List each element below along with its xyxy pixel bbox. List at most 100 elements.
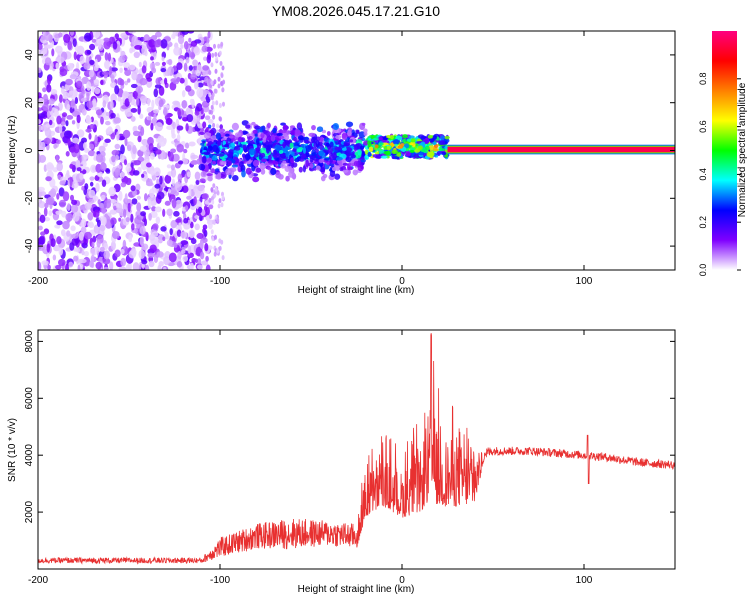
spectrogram-cell bbox=[241, 120, 249, 126]
spectrogram-cell bbox=[76, 129, 85, 138]
spectrogram-cell bbox=[217, 172, 222, 179]
spectrogram-cell bbox=[134, 44, 142, 50]
spectrogram-cell bbox=[45, 176, 52, 182]
y-tick-label: 40 bbox=[24, 49, 35, 61]
spectrogram-cell bbox=[260, 132, 265, 139]
spectrogram-cell bbox=[332, 122, 340, 131]
spectrogram-cell bbox=[84, 231, 92, 240]
spectrogram-cell bbox=[67, 138, 72, 146]
spectrogram-cell bbox=[344, 152, 352, 157]
spectrogram-cell bbox=[211, 100, 215, 106]
spectrogram-cell bbox=[160, 68, 167, 73]
spectrogram-cell bbox=[208, 197, 212, 203]
spectrogram-cell bbox=[438, 148, 446, 152]
spectrogram-cell bbox=[71, 199, 78, 206]
spectrogram-cell bbox=[55, 264, 62, 270]
spectrogram-cell bbox=[199, 131, 205, 135]
spectrogram-cell bbox=[181, 90, 186, 98]
spectrogram-cell bbox=[329, 170, 336, 178]
spectrogram-cell bbox=[86, 100, 94, 109]
spectrogram-cell bbox=[190, 51, 195, 60]
spectrogram-cell bbox=[111, 155, 116, 163]
spectrogram-cell bbox=[190, 73, 197, 80]
spectrogram-cell bbox=[117, 96, 122, 102]
spectrogram-cell bbox=[124, 137, 128, 147]
spectrogram-cell bbox=[192, 59, 199, 67]
spectrogram-cell bbox=[221, 87, 225, 93]
spectrogram-cell bbox=[313, 158, 320, 162]
spectrogram-cell bbox=[47, 264, 51, 270]
spectrogram-cell bbox=[85, 128, 92, 133]
spectrogram-cell bbox=[176, 260, 183, 268]
spectrogram-cell bbox=[109, 65, 113, 76]
x-tick-label: 100 bbox=[576, 575, 593, 586]
spectrogram-cell bbox=[202, 151, 210, 155]
spectrogram-cell bbox=[188, 37, 192, 43]
spectrogram-cell bbox=[206, 132, 212, 136]
spectrogram-cell bbox=[225, 168, 233, 176]
spectrogram-cell bbox=[209, 214, 213, 220]
spectrogram-cell bbox=[424, 145, 430, 151]
spectrogram-cell bbox=[89, 123, 95, 130]
spectrogram-cell bbox=[50, 89, 58, 95]
spectrogram-cell bbox=[218, 116, 222, 122]
spectrogram-cell bbox=[171, 133, 176, 139]
spectrogram-cell bbox=[183, 148, 188, 154]
spectrogram-cell bbox=[58, 125, 63, 134]
spectrogram-cell bbox=[397, 145, 404, 149]
spectrogram-cell bbox=[105, 127, 113, 135]
spectrogram-cell bbox=[210, 168, 216, 174]
spectrogram-cell bbox=[260, 168, 266, 175]
spectrogram-cell bbox=[133, 160, 141, 166]
spectrogram-cell bbox=[181, 157, 189, 165]
spectrogram-cell bbox=[285, 150, 289, 158]
spectrogram-cell bbox=[215, 56, 219, 62]
spectrogram-cell bbox=[244, 153, 251, 161]
spectrogram-cell bbox=[248, 136, 253, 140]
spectrogram-cell bbox=[139, 145, 147, 152]
spectrogram-cell bbox=[428, 138, 435, 143]
spectrogram-cell bbox=[281, 129, 288, 134]
spectrogram-cell bbox=[130, 83, 138, 89]
spectrogram-cell bbox=[418, 145, 423, 150]
spectrogram-cell bbox=[347, 162, 352, 168]
spectrogram-cell bbox=[66, 230, 71, 237]
spectrogram-cell bbox=[274, 144, 281, 152]
spectrogram-cell bbox=[420, 141, 426, 146]
spectrogram-cell bbox=[81, 108, 87, 116]
spectrogram-cell bbox=[335, 156, 343, 161]
spectrogram-cell bbox=[178, 222, 182, 231]
spectrogram-cell bbox=[196, 264, 203, 270]
spectrogram-cell bbox=[61, 210, 67, 218]
spectrogram-cell bbox=[217, 203, 221, 209]
spectrogram-cell bbox=[154, 149, 162, 155]
spectrogram-cell bbox=[329, 158, 334, 163]
spectrogram-marks bbox=[38, 31, 675, 270]
spectrogram-cell bbox=[276, 157, 280, 162]
spectrogram-cell bbox=[213, 192, 217, 198]
spectrogram-cell bbox=[240, 141, 248, 145]
spectrogram-cell bbox=[303, 140, 310, 144]
spectrogram-cell bbox=[56, 139, 61, 145]
spectrogram-cell bbox=[160, 226, 167, 232]
spectrogram-cell bbox=[156, 178, 160, 186]
spectrogram-cell bbox=[89, 43, 96, 51]
spectrogram-cell bbox=[197, 82, 204, 88]
spectrogram-cell bbox=[186, 114, 194, 123]
spectrogram-cell bbox=[207, 175, 213, 182]
spectrogram-cell bbox=[171, 178, 175, 187]
spectrogram-cell bbox=[126, 112, 133, 117]
spectrogram-cell bbox=[66, 203, 71, 211]
spectrogram-cell bbox=[112, 41, 118, 50]
spectrogram-cell bbox=[180, 231, 188, 239]
spectrogram-cell bbox=[81, 250, 85, 256]
spectrogram-cell bbox=[383, 145, 388, 151]
spectrogram-cell bbox=[45, 162, 54, 172]
spectrogram-cell bbox=[158, 85, 165, 96]
spectrogram-cell bbox=[205, 157, 213, 164]
spectrogram-cell bbox=[391, 155, 395, 160]
spectrogram-cell bbox=[147, 116, 152, 121]
spectrogram-cell bbox=[334, 146, 342, 151]
spectrogram-cell bbox=[329, 141, 334, 148]
